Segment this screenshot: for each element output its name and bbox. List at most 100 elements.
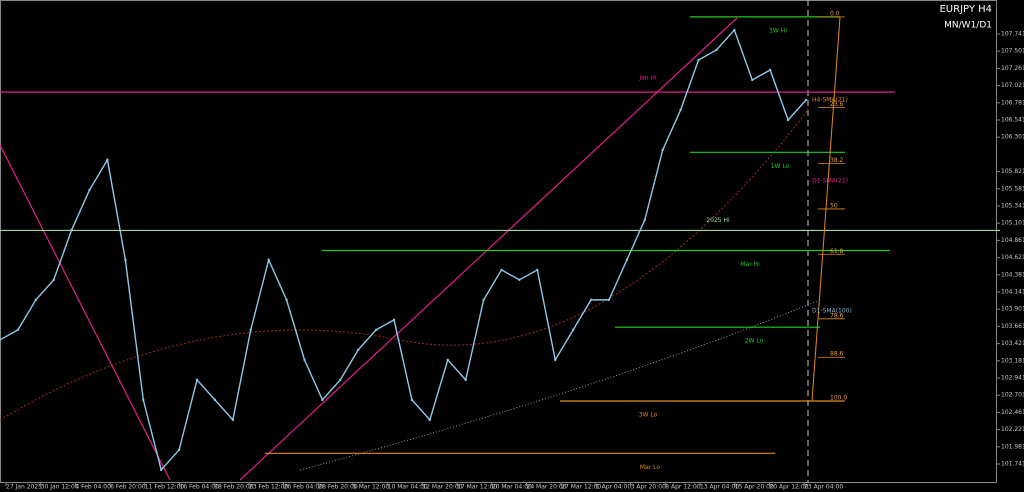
x-tick-label: 15 Apr 20:00 [735,484,774,491]
y-tick-label: 102.941 [1001,375,1024,382]
y-tick-label: 103.661 [1001,323,1024,330]
y-tick-label: 104.141 [1001,288,1024,295]
price-point [195,378,199,382]
trend-line [0,144,171,481]
fib-label: 38.2 [830,157,844,164]
price-point [177,448,181,452]
y-tick-label: 105.000 [1001,227,1024,234]
y-tick-label: 101.981 [1001,443,1024,450]
price-point [374,328,378,332]
price-point [571,328,575,332]
x-tick-label: 13 Apr 04:00 [700,484,739,491]
y-tick-label: 104.621 [1001,254,1024,261]
x-tick-label: 26 Feb 04:00 [284,484,324,491]
y-tick-label: 105.341 [1001,202,1024,209]
y-tick-label: 103.421 [1001,340,1024,347]
price-point [124,258,127,262]
price-point [428,418,432,422]
price-point [446,358,449,362]
x-tick-label: 23 Apr 04:00 [804,484,843,491]
price-point [70,228,73,232]
level-label: Mar Lo [640,464,660,471]
price-point [786,118,790,122]
price-point [357,348,360,352]
x-tick-label: 12 Mar 20:00 [422,484,462,491]
price-point [804,98,808,102]
y-tick-label: 105.101 [1001,220,1024,227]
x-tick-label: 24 Mar 20:00 [527,484,567,491]
price-point [733,28,736,32]
level-label: 2025 Hi [706,217,730,224]
y-tick-label: 106.301 [1001,134,1024,141]
indicator-label: D1-SMA(100) [812,308,852,315]
price-point [768,68,772,72]
price-point [751,78,754,82]
y-tick-label: 103.901 [1001,306,1024,313]
sma-curve [299,299,821,471]
x-tick-label: 4 Feb 04:00 [75,484,111,491]
y-tick-label: 101.741 [1001,461,1024,468]
price-point [52,278,55,282]
price-point [410,398,414,402]
level-label: Mar Hi [740,261,760,268]
price-point [392,318,396,322]
price-point [482,298,485,302]
price-point [643,218,646,222]
price-point [554,358,557,362]
fib-label: 23.6 [830,101,844,108]
level-label: 2W Lo [745,338,764,345]
price-point [249,328,252,332]
indicator-label: D1-SMA(21) [812,178,848,185]
x-tick-label: 27 Mar 12:00 [561,484,601,491]
y-tick-label: 102.221 [1001,426,1024,433]
x-tick-label: 23 Feb 12:00 [249,484,289,491]
fib-axis [811,16,841,402]
price-point [464,378,467,382]
price-point [0,338,2,342]
price-point [142,398,145,402]
price-point [160,468,163,472]
x-tick-label: 5 Mar 12:00 [353,484,389,491]
trend-line [239,17,738,481]
price-point [607,298,611,302]
price-line [0,28,807,472]
plot-frame [0,0,997,483]
fib-label: 61.8 [830,248,844,255]
price-point [589,298,593,302]
price-point [285,298,288,302]
price-point [339,378,342,382]
x-tick-label: 16 Feb 04:00 [180,484,220,491]
level-label: Jan Hi [638,75,657,82]
price-point [34,298,38,302]
x-tick-label: 20 Apr 12:00 [769,484,808,491]
y-tick-label: 105.581 [1001,185,1024,192]
indicator-label: H4-SMA(21) [812,97,848,104]
x-tick-label: 3 Apr 20:00 [631,484,666,491]
level-label: 3W Lo [639,412,658,419]
x-tick-label: 27 Jan 2025 [6,484,42,491]
y-tick-label: 102.701 [1001,392,1024,399]
price-point [88,188,91,192]
price-point [661,148,664,152]
price-point [213,398,217,402]
price-point [679,108,682,112]
price-point [518,278,521,282]
price-point [321,398,324,402]
x-tick-label: 11 Feb 12:00 [145,484,185,491]
level-label: 1W Lo [771,163,790,170]
y-tick-label: 104.861 [1001,237,1024,244]
y-tick-label: 107.741 [1001,30,1024,37]
price-point [303,358,306,362]
price-point [697,58,700,62]
x-tick-label: 6 Feb 20:00 [110,484,146,491]
x-tick-label: 18 Feb 20:00 [214,484,254,491]
price-point [267,258,270,262]
price-point [231,418,235,422]
fib-label: 100.0 [830,395,847,402]
chart-title: EURJPY H4 [939,4,992,15]
level-label: 1W Hi [769,27,787,34]
y-tick-label: 107.021 [1001,82,1024,89]
fib-label: 78.6 [830,312,844,319]
